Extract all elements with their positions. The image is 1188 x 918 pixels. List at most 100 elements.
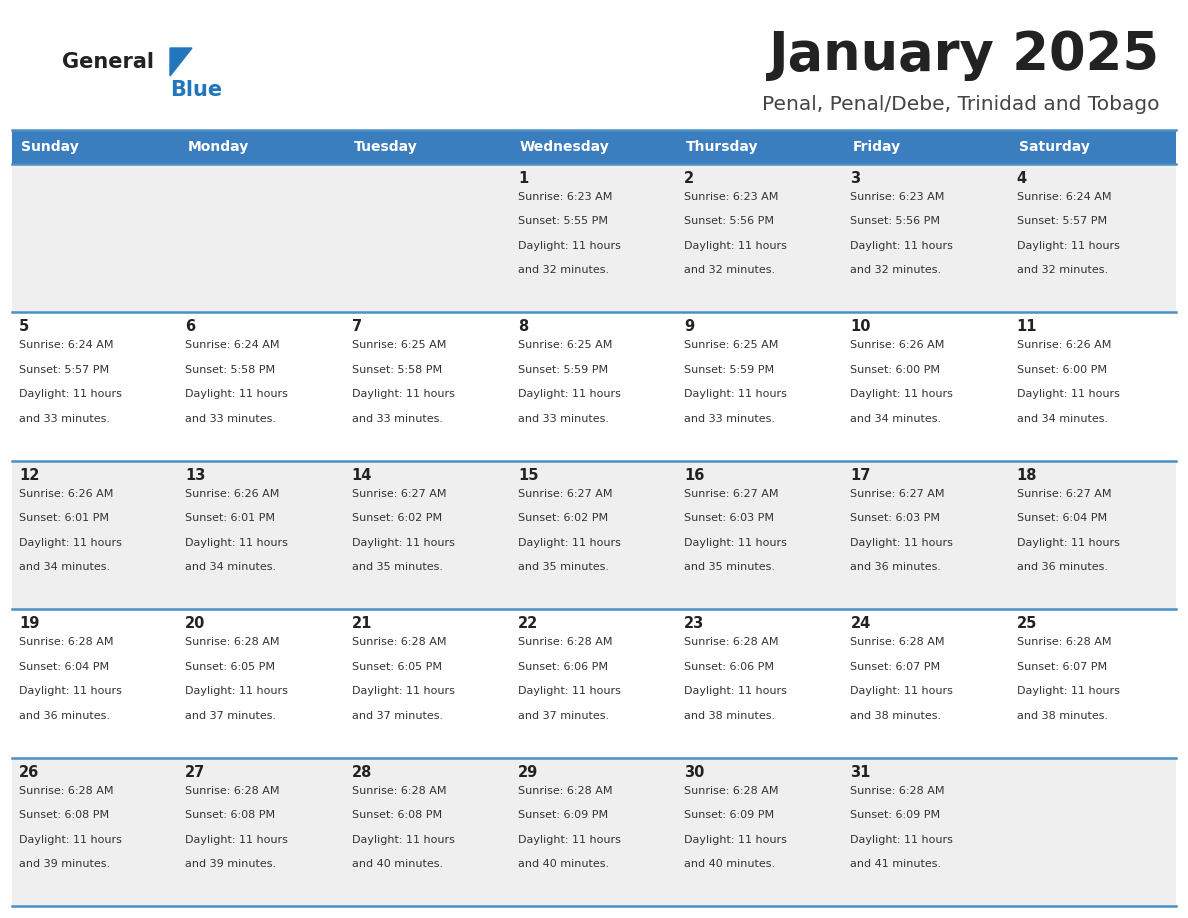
Text: Sunset: 6:07 PM: Sunset: 6:07 PM — [851, 662, 941, 672]
Text: Daylight: 11 hours: Daylight: 11 hours — [684, 538, 786, 548]
Text: 20: 20 — [185, 616, 206, 632]
Text: 12: 12 — [19, 468, 39, 483]
Text: Monday: Monday — [188, 140, 248, 154]
Text: Daylight: 11 hours: Daylight: 11 hours — [185, 686, 289, 696]
Text: and 33 minutes.: and 33 minutes. — [684, 414, 775, 424]
Text: 22: 22 — [518, 616, 538, 632]
Text: Sunset: 6:00 PM: Sunset: 6:00 PM — [1017, 364, 1107, 375]
Text: Sunset: 5:56 PM: Sunset: 5:56 PM — [684, 217, 775, 227]
Text: Sunday: Sunday — [21, 140, 78, 154]
Text: Sunrise: 6:27 AM: Sunrise: 6:27 AM — [518, 488, 612, 498]
Text: Daylight: 11 hours: Daylight: 11 hours — [518, 241, 621, 251]
Bar — [12, 757, 1176, 906]
Text: Sunset: 6:06 PM: Sunset: 6:06 PM — [518, 662, 608, 672]
Text: Daylight: 11 hours: Daylight: 11 hours — [851, 834, 953, 845]
Text: Sunrise: 6:28 AM: Sunrise: 6:28 AM — [185, 786, 280, 796]
Text: Sunrise: 6:25 AM: Sunrise: 6:25 AM — [518, 341, 612, 351]
Text: 9: 9 — [684, 319, 694, 334]
Text: 11: 11 — [1017, 319, 1037, 334]
Text: Daylight: 11 hours: Daylight: 11 hours — [352, 389, 455, 399]
Text: Sunset: 6:05 PM: Sunset: 6:05 PM — [352, 662, 442, 672]
Text: 7: 7 — [352, 319, 361, 334]
Text: Sunset: 6:06 PM: Sunset: 6:06 PM — [684, 662, 775, 672]
Text: Daylight: 11 hours: Daylight: 11 hours — [19, 389, 122, 399]
Text: 23: 23 — [684, 616, 704, 632]
Text: Wednesday: Wednesday — [520, 140, 609, 154]
Text: and 33 minutes.: and 33 minutes. — [19, 414, 110, 424]
Text: Daylight: 11 hours: Daylight: 11 hours — [518, 538, 621, 548]
Text: Daylight: 11 hours: Daylight: 11 hours — [1017, 686, 1119, 696]
Text: Sunset: 6:00 PM: Sunset: 6:00 PM — [851, 364, 941, 375]
Text: Daylight: 11 hours: Daylight: 11 hours — [684, 834, 786, 845]
Text: Sunrise: 6:27 AM: Sunrise: 6:27 AM — [352, 488, 446, 498]
Text: Sunset: 6:05 PM: Sunset: 6:05 PM — [185, 662, 276, 672]
Text: Sunset: 6:02 PM: Sunset: 6:02 PM — [352, 513, 442, 523]
Text: Daylight: 11 hours: Daylight: 11 hours — [1017, 538, 1119, 548]
Text: and 36 minutes.: and 36 minutes. — [851, 562, 941, 572]
Text: 29: 29 — [518, 765, 538, 779]
Text: and 37 minutes.: and 37 minutes. — [518, 711, 609, 721]
Text: and 34 minutes.: and 34 minutes. — [19, 562, 110, 572]
Text: Daylight: 11 hours: Daylight: 11 hours — [185, 389, 289, 399]
Text: Sunset: 5:58 PM: Sunset: 5:58 PM — [185, 364, 276, 375]
Text: Sunset: 6:08 PM: Sunset: 6:08 PM — [185, 810, 276, 820]
Text: Sunrise: 6:25 AM: Sunrise: 6:25 AM — [684, 341, 778, 351]
Text: and 39 minutes.: and 39 minutes. — [19, 859, 110, 869]
Text: 19: 19 — [19, 616, 39, 632]
Text: Sunset: 5:55 PM: Sunset: 5:55 PM — [518, 217, 608, 227]
Text: 17: 17 — [851, 468, 871, 483]
Text: 16: 16 — [684, 468, 704, 483]
Text: Sunrise: 6:27 AM: Sunrise: 6:27 AM — [851, 488, 944, 498]
Text: Daylight: 11 hours: Daylight: 11 hours — [1017, 389, 1119, 399]
Text: and 32 minutes.: and 32 minutes. — [1017, 265, 1108, 275]
Text: Saturday: Saturday — [1019, 140, 1089, 154]
Text: Friday: Friday — [853, 140, 901, 154]
Text: Sunrise: 6:28 AM: Sunrise: 6:28 AM — [19, 637, 114, 647]
Text: Sunrise: 6:26 AM: Sunrise: 6:26 AM — [185, 488, 279, 498]
Text: Sunrise: 6:24 AM: Sunrise: 6:24 AM — [1017, 192, 1111, 202]
Text: 5: 5 — [19, 319, 30, 334]
Text: Sunrise: 6:28 AM: Sunrise: 6:28 AM — [19, 786, 114, 796]
Text: Penal, Penal/Debe, Trinidad and Tobago: Penal, Penal/Debe, Trinidad and Tobago — [763, 95, 1159, 115]
Text: Daylight: 11 hours: Daylight: 11 hours — [352, 686, 455, 696]
Text: Sunset: 5:57 PM: Sunset: 5:57 PM — [1017, 217, 1107, 227]
Text: Sunrise: 6:24 AM: Sunrise: 6:24 AM — [19, 341, 114, 351]
Text: and 33 minutes.: and 33 minutes. — [185, 414, 277, 424]
Text: Sunrise: 6:28 AM: Sunrise: 6:28 AM — [684, 637, 778, 647]
Text: and 32 minutes.: and 32 minutes. — [518, 265, 609, 275]
Text: Sunrise: 6:26 AM: Sunrise: 6:26 AM — [1017, 341, 1111, 351]
Text: Sunrise: 6:28 AM: Sunrise: 6:28 AM — [1017, 637, 1111, 647]
Text: and 40 minutes.: and 40 minutes. — [518, 859, 609, 869]
Text: and 40 minutes.: and 40 minutes. — [352, 859, 443, 869]
Text: Daylight: 11 hours: Daylight: 11 hours — [185, 538, 289, 548]
Text: Sunrise: 6:28 AM: Sunrise: 6:28 AM — [851, 637, 944, 647]
Polygon shape — [170, 48, 192, 76]
Text: Sunrise: 6:27 AM: Sunrise: 6:27 AM — [684, 488, 778, 498]
Text: and 35 minutes.: and 35 minutes. — [352, 562, 443, 572]
Text: Sunset: 6:09 PM: Sunset: 6:09 PM — [518, 810, 608, 820]
Text: 25: 25 — [1017, 616, 1037, 632]
Text: Sunset: 6:01 PM: Sunset: 6:01 PM — [19, 513, 109, 523]
Text: Sunrise: 6:26 AM: Sunrise: 6:26 AM — [19, 488, 113, 498]
Text: Sunset: 6:07 PM: Sunset: 6:07 PM — [1017, 662, 1107, 672]
Text: 24: 24 — [851, 616, 871, 632]
Text: and 38 minutes.: and 38 minutes. — [851, 711, 942, 721]
Text: 1: 1 — [518, 171, 529, 186]
Text: Sunrise: 6:23 AM: Sunrise: 6:23 AM — [851, 192, 944, 202]
Text: Sunrise: 6:28 AM: Sunrise: 6:28 AM — [518, 637, 612, 647]
Text: Sunrise: 6:23 AM: Sunrise: 6:23 AM — [518, 192, 612, 202]
Text: Sunset: 6:01 PM: Sunset: 6:01 PM — [185, 513, 276, 523]
Text: Blue: Blue — [170, 80, 222, 100]
Text: Sunset: 6:04 PM: Sunset: 6:04 PM — [19, 662, 109, 672]
Text: and 41 minutes.: and 41 minutes. — [851, 859, 942, 869]
Text: and 35 minutes.: and 35 minutes. — [684, 562, 775, 572]
Bar — [12, 164, 1176, 312]
Text: and 38 minutes.: and 38 minutes. — [684, 711, 776, 721]
Text: Sunset: 6:08 PM: Sunset: 6:08 PM — [19, 810, 109, 820]
Text: Sunrise: 6:28 AM: Sunrise: 6:28 AM — [185, 637, 280, 647]
Text: Daylight: 11 hours: Daylight: 11 hours — [684, 389, 786, 399]
Text: General: General — [62, 52, 154, 72]
Text: 10: 10 — [851, 319, 871, 334]
Text: and 38 minutes.: and 38 minutes. — [1017, 711, 1108, 721]
Text: Sunrise: 6:26 AM: Sunrise: 6:26 AM — [851, 341, 944, 351]
